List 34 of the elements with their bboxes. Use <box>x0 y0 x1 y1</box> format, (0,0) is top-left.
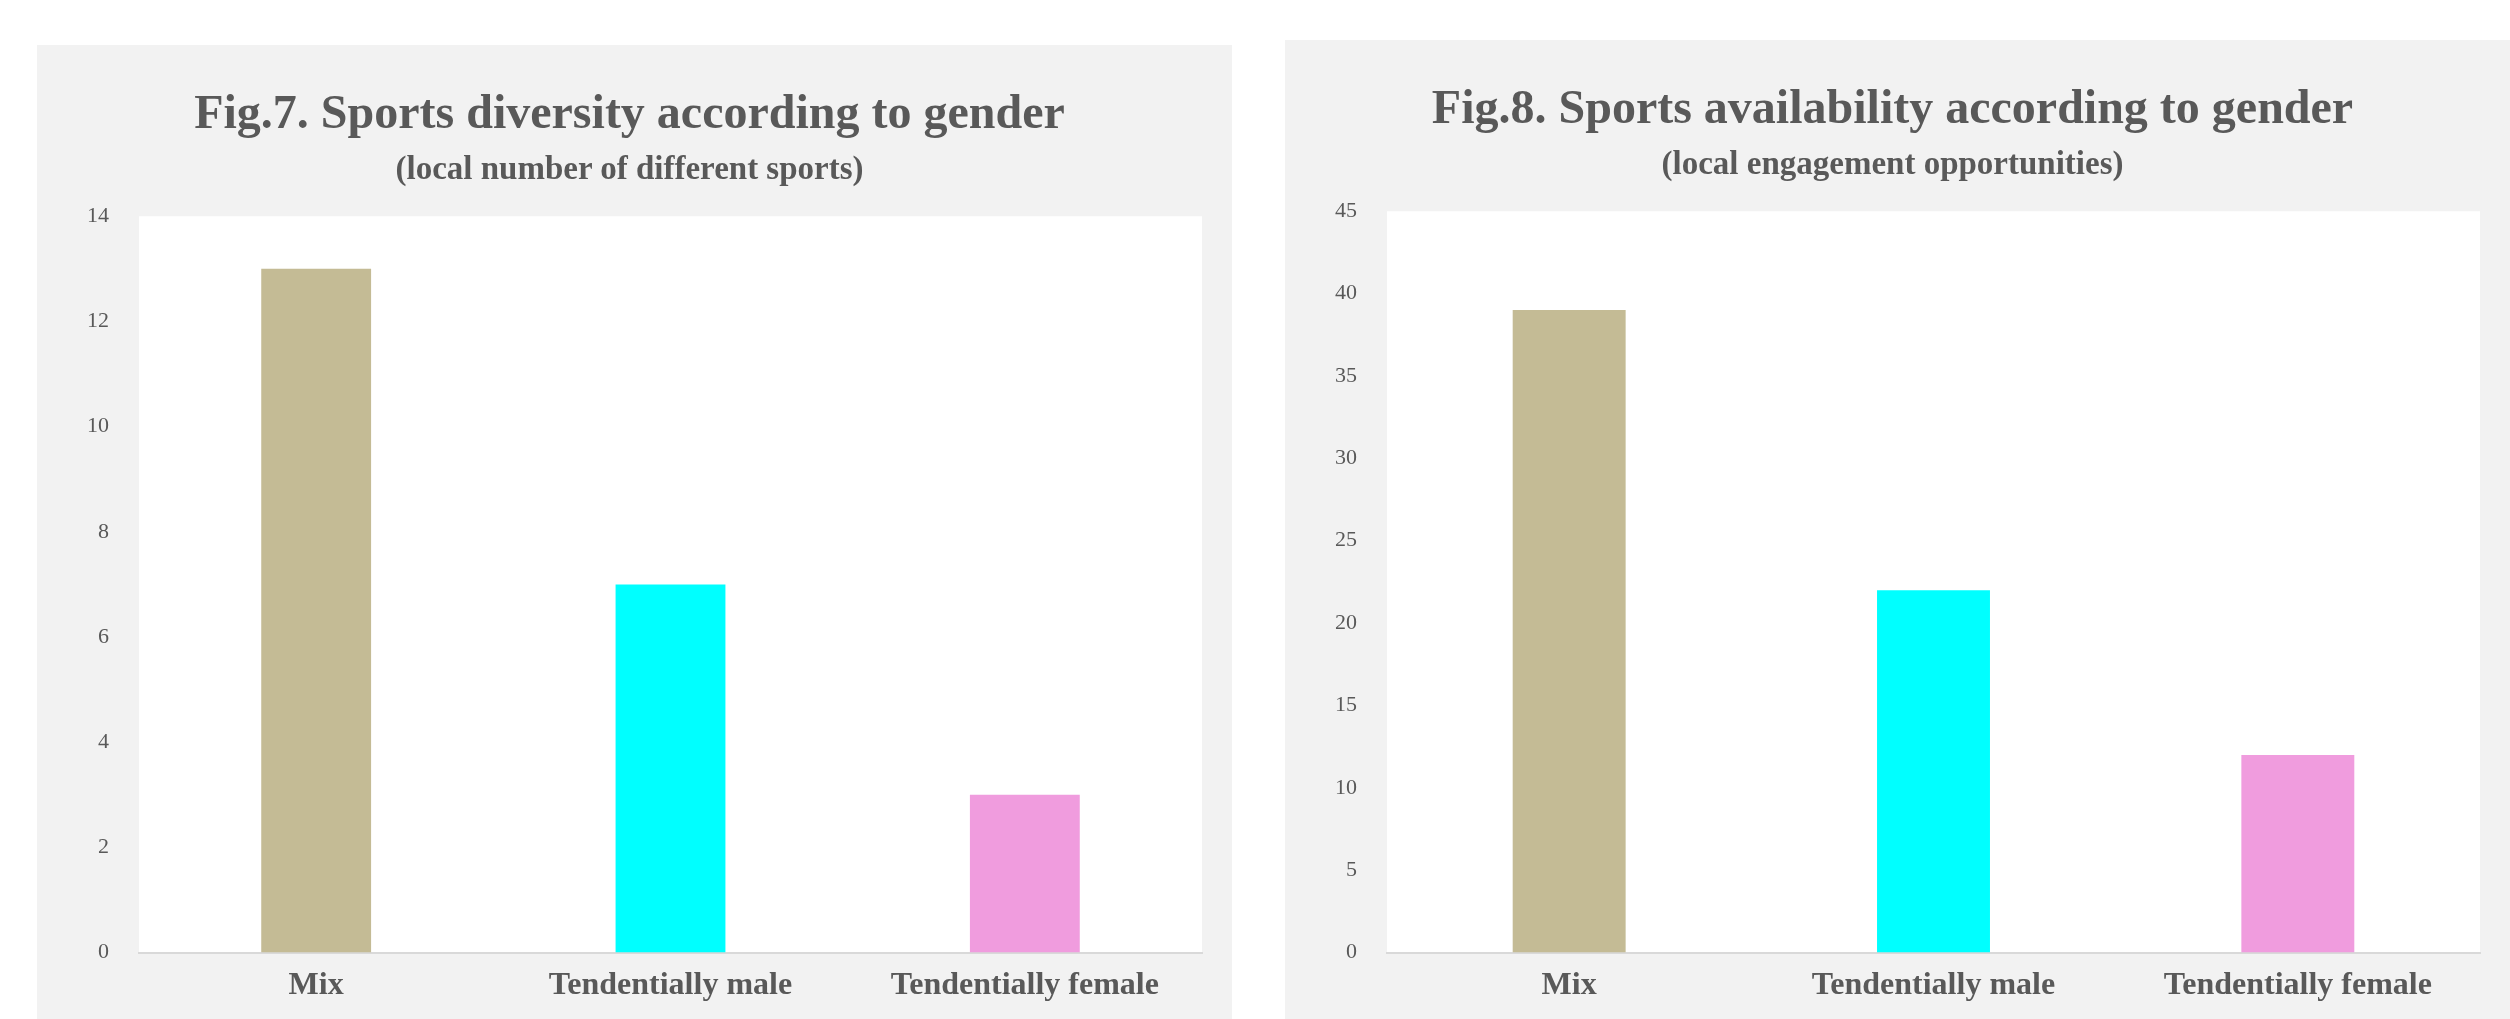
y-tick-label: 20 <box>1335 608 1357 634</box>
x-tick-label: Tendentially female <box>2163 965 2432 1002</box>
x-tick-label: Mix <box>288 965 344 1002</box>
x-tick-label: Mix <box>1541 965 1597 1002</box>
y-tick-label: 0 <box>1346 938 1357 964</box>
y-tick-label: 4 <box>98 727 109 753</box>
chart-title: Fig.8. Sports availability according to gender <box>1431 80 2354 134</box>
y-tick-label: 0 <box>98 938 109 964</box>
bar <box>261 268 372 953</box>
y-tick-label: 8 <box>98 517 109 543</box>
y-tick-label: 40 <box>1335 279 1357 305</box>
x-tick-label: Tendentially male <box>548 965 793 1002</box>
chart-title: Fig.7. Sports diversity according to gender <box>194 85 1065 139</box>
chart-subtitle: (local number of different sports) <box>395 149 864 187</box>
bar <box>2241 754 2355 953</box>
y-tick-label: 10 <box>1335 773 1357 799</box>
y-tick-label: 6 <box>98 622 109 648</box>
x-tick-label: Tendentially male <box>1811 965 2056 1002</box>
y-tick-label: 2 <box>98 833 109 859</box>
y-tick-label: 45 <box>1335 196 1357 222</box>
bar <box>969 794 1080 953</box>
bar <box>1512 310 1626 953</box>
y-tick-label: 10 <box>87 412 109 438</box>
y-tick-label: 5 <box>1346 856 1357 881</box>
y-tick-label: 12 <box>87 307 109 333</box>
y-tick-label: 14 <box>87 201 109 227</box>
y-tick-label: 30 <box>1335 444 1357 470</box>
y-tick-label: 15 <box>1335 691 1357 717</box>
x-tick-label: Tendentially female <box>890 965 1159 1002</box>
y-tick-label: 25 <box>1335 526 1357 552</box>
y-tick-label: 35 <box>1335 361 1357 387</box>
bar <box>1877 590 1990 953</box>
chart-subtitle: (local engagement opportunities) <box>1661 144 2124 182</box>
bar <box>615 584 726 953</box>
